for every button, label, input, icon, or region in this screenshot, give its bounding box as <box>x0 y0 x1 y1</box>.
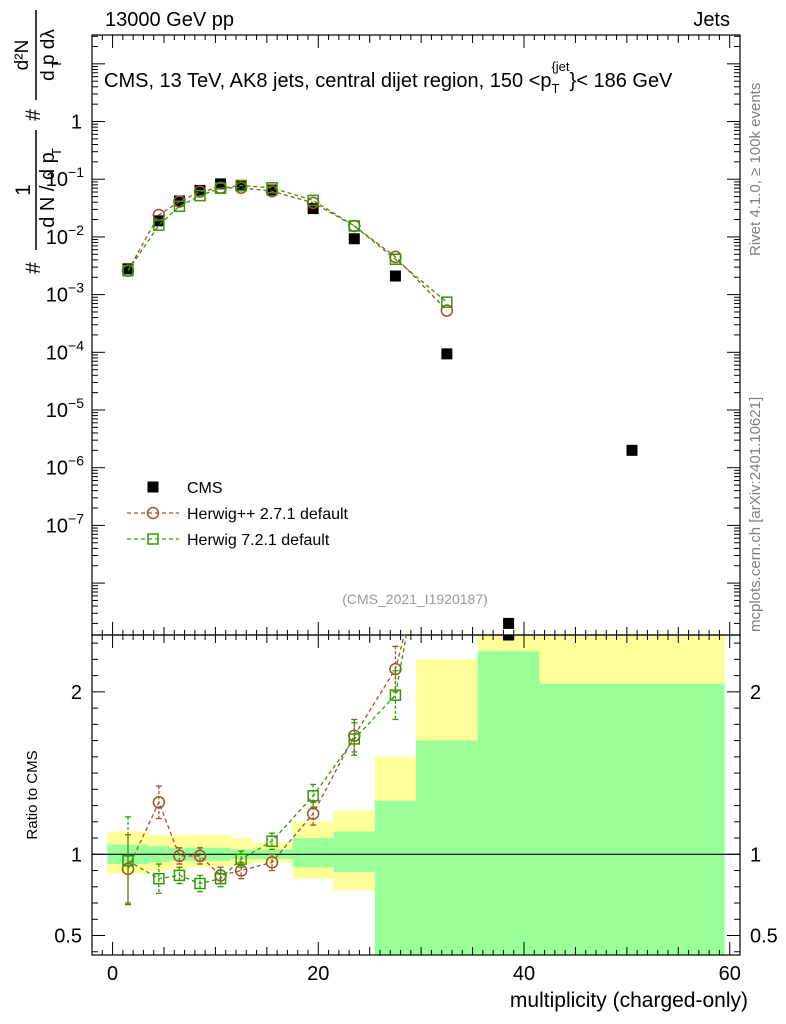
ratio-point-hw7 <box>389 689 402 701</box>
legend-marker-cms <box>147 481 159 493</box>
ratio-panel-frame <box>91 634 741 956</box>
point-cms <box>441 348 453 360</box>
header-energy-label: 13000 GeV pp <box>105 9 234 31</box>
y-tick-label-main: 10−1 <box>46 164 84 191</box>
ratio-point-hwpp <box>234 864 248 877</box>
x-tick-label: 60 <box>719 963 741 985</box>
y-tick-label-ratio: 2 <box>71 682 82 704</box>
legend-marker-hwpp <box>146 506 160 520</box>
ylabel-num-2: d²N <box>12 40 33 71</box>
point-hwpp <box>440 304 454 317</box>
ratio-point-hw7 <box>122 855 134 867</box>
y-tick-label-main: 10−7 <box>46 510 84 537</box>
y-tick-label-main: 10−2 <box>46 222 84 249</box>
legend-label-cms: CMS <box>187 480 223 497</box>
point-hw7 <box>266 182 278 194</box>
point-hw7 <box>307 194 319 207</box>
ratio-point-hwpp <box>152 796 166 809</box>
legend-label-hwpp: Herwig++ 2.7.1 default <box>187 506 349 523</box>
band-inner <box>374 800 416 955</box>
ratio-point-hw7 <box>214 872 227 885</box>
y-axis-label-ratio: Ratio to CMS <box>24 750 41 839</box>
ratio-point-hwpp <box>193 849 207 863</box>
band-inner <box>292 838 334 868</box>
x-tick-label: 40 <box>513 963 535 985</box>
ylabel-denom-2: d p dλ <box>38 29 59 81</box>
point-hw7 <box>441 296 453 308</box>
y-tick-label-ratio-right: 2 <box>750 682 761 704</box>
y-tick-label-ratio: 0.5 <box>54 926 82 948</box>
point-hw7 <box>173 200 186 213</box>
y-tick-label-main: 1 <box>71 112 82 134</box>
ratio-point-hw7 <box>348 733 361 745</box>
ylabel-sub-t-2: T <box>49 60 64 68</box>
point-hw7 <box>389 253 402 266</box>
point-hw7 <box>348 220 361 232</box>
y-tick-label-ratio-right: 0.5 <box>750 926 778 948</box>
ylabel-hash-1: # <box>22 262 45 274</box>
ratio-series <box>121 635 515 906</box>
ylabel-sub-t-1: T <box>49 148 64 156</box>
band-inner <box>539 683 725 955</box>
point-hw7 <box>194 189 206 202</box>
main-series <box>121 178 638 629</box>
point-hw7 <box>122 264 134 277</box>
ratio-point-hwpp <box>173 849 186 863</box>
ratio-point-hw7 <box>153 872 165 885</box>
band-inner <box>333 831 375 873</box>
point-cms <box>503 617 515 629</box>
band-inner <box>416 740 478 955</box>
ratio-point-hw7 <box>307 790 319 802</box>
y-tick-label-main: 10−3 <box>46 280 84 307</box>
series-line-hw7 <box>127 184 448 303</box>
ratio-point-hw7 <box>235 853 247 865</box>
ratio-line-hw7 <box>127 635 408 885</box>
ylabel-one: 1 <box>12 184 35 196</box>
y-axis-ticks-ratio <box>92 642 740 953</box>
point-cms <box>266 184 278 196</box>
legend-label-hw7: Herwig 7.2.1 default <box>187 532 330 549</box>
ratio-point-hwpp <box>389 662 402 676</box>
y-tick-label-ratio: 1 <box>71 844 82 866</box>
uncertainty-bands <box>107 635 725 955</box>
ylabel-denom-1: d N / d p <box>37 152 59 228</box>
x-tick-label: 0 <box>107 963 118 985</box>
point-cms <box>348 233 360 245</box>
ratio-point-hwpp <box>265 856 279 869</box>
x-axis-label: multiplicity (charged-only) <box>510 989 748 1012</box>
chart-title: CMS, 13 TeV, AK8 jets, central dijet reg… <box>104 59 673 96</box>
x-tick-label: 20 <box>307 963 329 985</box>
ratio-point-cms <box>503 635 515 641</box>
point-hw7 <box>214 182 227 194</box>
y-tick-label-main: 10−5 <box>46 395 84 422</box>
point-hw7 <box>153 219 165 231</box>
y-tick-label-main: 10−6 <box>46 453 84 480</box>
ratio-point-hw7 <box>173 869 186 882</box>
header-process-label: Jets <box>693 9 730 31</box>
point-hw7 <box>235 179 247 192</box>
ratio-point-hwpp <box>306 807 320 820</box>
ylabel-hash-2: # <box>22 109 45 121</box>
x-axis-ticks <box>91 35 741 955</box>
y-axis-ticks-main <box>92 35 740 624</box>
point-cms <box>626 444 638 456</box>
y-tick-label-ratio-right: 1 <box>750 844 761 866</box>
analysis-tag: (CMS_2021_I1920187) <box>342 591 488 607</box>
y-tick-label-main: 10−4 <box>46 337 84 364</box>
legend-marker-hw7 <box>147 533 159 545</box>
point-cms <box>389 270 401 282</box>
ratio-point-hw7 <box>266 835 278 848</box>
y-axis-label-main: #1 d N / d pT#d²N d p dλT <box>12 10 64 274</box>
point-cms <box>122 263 134 275</box>
band-inner <box>477 651 540 955</box>
ratio-point-hw7 <box>194 877 206 890</box>
legend: CMS Herwig++ 2.7.1 default Herwig 7.2.1 de… <box>127 480 349 549</box>
